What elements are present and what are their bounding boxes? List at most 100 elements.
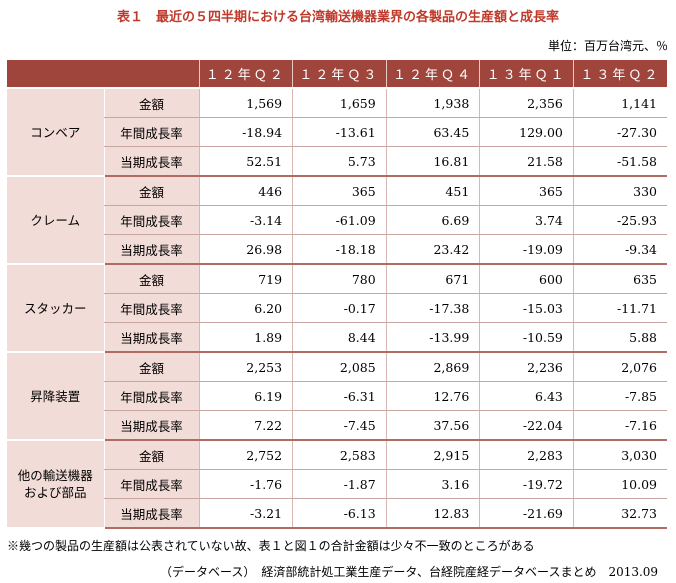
metric-label: 金額 [103, 264, 199, 294]
value-cell: -3.14 [198, 205, 293, 235]
table-row: 年間成長率 -18.94 -13.61 63.45 129.00 -27.30 [7, 117, 667, 147]
value-cell: 600 [479, 264, 574, 294]
value-cell: 671 [385, 264, 480, 294]
metric-label: 当期成長率 [103, 234, 199, 265]
table-row: 昇降装置 金額 2,253 2,085 2,869 2,236 2,076 [7, 352, 667, 441]
value-cell: 3.74 [479, 205, 574, 235]
value-cell: 2,085 [292, 352, 387, 382]
value-cell: 2,076 [572, 352, 667, 382]
table-row: 他の輸送機器 および部品 金額 2,752 2,583 2,915 2,283 3,030 [7, 440, 667, 529]
value-cell: 2,915 [385, 440, 480, 470]
value-cell: -7.85 [572, 381, 667, 411]
value-cell: 12.76 [385, 381, 480, 411]
value-cell: -11.71 [572, 293, 667, 323]
metric-label: 金額 [103, 352, 199, 382]
value-cell: 129.00 [479, 117, 574, 147]
metric-label: 当期成長率 [103, 322, 199, 353]
metric-label: 当期成長率 [103, 498, 199, 529]
value-cell: 23.42 [385, 234, 480, 265]
value-cell: 330 [572, 176, 667, 206]
group-label: 他の輸送機器 および部品 [7, 440, 104, 529]
value-cell: -18.94 [198, 117, 293, 147]
value-cell: 780 [292, 264, 387, 294]
metric-label: 年間成長率 [103, 469, 199, 499]
metric-label: 年間成長率 [103, 117, 199, 147]
value-cell: 6.19 [198, 381, 293, 411]
footnote: ※幾つの製品の生産額は公表されていない故、表１と図１の合計金額は少々不一致のとこ… [7, 539, 535, 553]
table-row: 年間成長率 -3.14 -61.09 6.69 3.74 -25.93 [7, 205, 667, 235]
value-cell: -18.18 [292, 234, 387, 265]
value-cell: 52.51 [198, 146, 293, 177]
value-cell: 1,141 [572, 88, 667, 118]
value-cell: -19.72 [479, 469, 574, 499]
group-label: スタッカー [7, 264, 104, 353]
unit-label: 単位：百万台湾元、％ [547, 39, 668, 53]
value-cell: 16.81 [385, 146, 480, 177]
value-cell: -6.13 [292, 498, 387, 529]
value-cell: 63.45 [385, 117, 480, 147]
header-quarter: １３年Ｑ２ [572, 60, 667, 89]
value-cell: 2,283 [479, 440, 574, 470]
group-label: クレーム [7, 176, 104, 265]
value-cell: 6.20 [198, 293, 293, 323]
value-cell: 10.09 [572, 469, 667, 499]
group-label: 昇降装置 [7, 352, 104, 441]
table-body: コンベア 金額 1,569 1,659 1,938 2,356 1,141 年間成長率 -18.… [7, 88, 667, 529]
metric-label: 金額 [103, 88, 199, 118]
value-cell: -6.31 [292, 381, 387, 411]
value-cell: 1,659 [292, 88, 387, 118]
metric-label: 年間成長率 [103, 381, 199, 411]
source-line: （データベース） 経済部統計処工業生産データ、台経院産経データベースまとめ 20… [160, 565, 659, 579]
header-quarter: １２年Ｑ２ [198, 60, 293, 89]
value-cell: -1.76 [198, 469, 293, 499]
metric-label: 当期成長率 [103, 410, 199, 441]
value-cell: 2,869 [385, 352, 480, 382]
value-cell: 32.73 [572, 498, 667, 529]
value-cell: 3.16 [385, 469, 480, 499]
table-row: 当期成長率 -3.21 -6.13 12.83 -21.69 32.73 [7, 498, 667, 529]
value-cell: 6.69 [385, 205, 480, 235]
metric-label: 金額 [103, 176, 199, 206]
table-row: 年間成長率 -1.76 -1.87 3.16 -19.72 10.09 [7, 469, 667, 499]
table-row: クレーム 金額 446 365 451 365 330 [7, 176, 667, 265]
value-cell: 446 [198, 176, 293, 206]
value-cell: 2,356 [479, 88, 574, 118]
value-cell: 3,030 [572, 440, 667, 470]
value-cell: -7.16 [572, 410, 667, 441]
value-cell: -15.03 [479, 293, 574, 323]
table-row: 年間成長率 6.20 -0.17 -17.38 -15.03 -11.71 [7, 293, 667, 323]
value-cell: 26.98 [198, 234, 293, 265]
value-cell: -19.09 [479, 234, 574, 265]
value-cell: -3.21 [198, 498, 293, 529]
value-cell: -13.61 [292, 117, 387, 147]
table-row: 当期成長率 26.98 -18.18 23.42 -19.09 -9.34 [7, 234, 667, 265]
value-cell: 365 [292, 176, 387, 206]
production-table: １２年Ｑ２ １２年Ｑ３ １２年Ｑ４ １３年Ｑ１ １３年Ｑ２ コンベア 金額 1,56… [7, 60, 667, 529]
value-cell: 451 [385, 176, 480, 206]
header-quarter: １２年Ｑ４ [385, 60, 480, 89]
table-row: 当期成長率 7.22 -7.45 37.56 -22.04 -7.16 [7, 410, 667, 441]
value-cell: -17.38 [385, 293, 480, 323]
header-quarter: １２年Ｑ３ [292, 60, 387, 89]
value-cell: 1,938 [385, 88, 480, 118]
value-cell: -9.34 [572, 234, 667, 265]
value-cell: 8.44 [292, 322, 387, 353]
header-blank [7, 60, 199, 89]
value-cell: 1,569 [198, 88, 293, 118]
value-cell: 719 [198, 264, 293, 294]
header-quarter: １３年Ｑ１ [479, 60, 574, 89]
value-cell: 7.22 [198, 410, 293, 441]
value-cell: 365 [479, 176, 574, 206]
value-cell: 2,253 [198, 352, 293, 382]
value-cell: 12.83 [385, 498, 480, 529]
table-row: 当期成長率 52.51 5.73 16.81 21.58 -51.58 [7, 146, 667, 177]
header-row: １２年Ｑ２ １２年Ｑ３ １２年Ｑ４ １３年Ｑ１ １３年Ｑ２ [7, 60, 667, 89]
value-cell: 21.58 [479, 146, 574, 177]
value-cell: -27.30 [572, 117, 667, 147]
value-cell: -25.93 [572, 205, 667, 235]
value-cell: -21.69 [479, 498, 574, 529]
metric-label: 年間成長率 [103, 293, 199, 323]
value-cell: 37.56 [385, 410, 480, 441]
metric-label: 金額 [103, 440, 199, 470]
table-row: 当期成長率 1.89 8.44 -13.99 -10.59 5.88 [7, 322, 667, 353]
